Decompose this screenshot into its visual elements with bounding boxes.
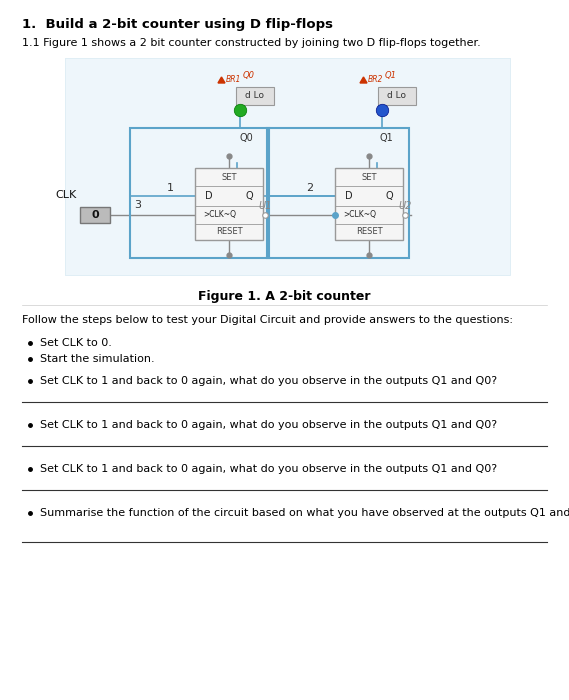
- Bar: [267, 128, 409, 258]
- Text: RESET: RESET: [216, 228, 242, 237]
- Bar: [130, 128, 269, 258]
- Text: Follow the steps below to test your Digital Circuit and provide answers to the q: Follow the steps below to test your Digi…: [22, 315, 513, 325]
- Bar: [378, 87, 416, 105]
- Text: Q0: Q0: [240, 133, 254, 143]
- Text: 3: 3: [134, 200, 142, 210]
- Text: Q0: Q0: [243, 71, 255, 80]
- Text: Q1: Q1: [385, 71, 397, 80]
- Text: Set CLK to 1 and back to 0 again, what do you observe in the outputs Q1 and Q0?: Set CLK to 1 and back to 0 again, what d…: [40, 464, 497, 474]
- Bar: [236, 87, 274, 105]
- Text: CLK: CLK: [56, 190, 77, 200]
- Text: Set CLK to 0.: Set CLK to 0.: [40, 338, 112, 348]
- Text: Set CLK to 1 and back to 0 again, what do you observe in the outputs Q1 and Q0?: Set CLK to 1 and back to 0 again, what d…: [40, 376, 497, 386]
- Bar: [195, 168, 263, 240]
- Text: Q: Q: [385, 191, 393, 201]
- Text: 1: 1: [167, 183, 174, 193]
- Bar: [80, 207, 110, 223]
- Text: D: D: [345, 191, 353, 201]
- Text: Summarise the function of the circuit based on what you have observed at the out: Summarise the function of the circuit ba…: [40, 508, 569, 518]
- Text: Start the simulation.: Start the simulation.: [40, 354, 155, 364]
- Text: 0: 0: [91, 210, 99, 220]
- Polygon shape: [218, 77, 225, 83]
- Text: D: D: [205, 191, 213, 201]
- Text: SET: SET: [221, 172, 237, 181]
- Text: Figure 1. A 2-bit counter: Figure 1. A 2-bit counter: [198, 290, 370, 303]
- Text: Set CLK to 1 and back to 0 again, what do you observe in the outputs Q1 and Q0?: Set CLK to 1 and back to 0 again, what d…: [40, 420, 497, 430]
- Text: U2: U2: [398, 201, 411, 211]
- Text: d Lo: d Lo: [245, 92, 265, 101]
- Text: BR2: BR2: [368, 75, 384, 84]
- Text: d Lo: d Lo: [387, 92, 406, 101]
- Text: 1.1 Figure 1 shows a 2 bit counter constructed by joining two D flip-flops toget: 1.1 Figure 1 shows a 2 bit counter const…: [22, 38, 481, 48]
- Text: 2: 2: [307, 183, 314, 193]
- Text: SET: SET: [361, 172, 377, 181]
- Text: U1: U1: [258, 201, 271, 211]
- Text: RESET: RESET: [356, 228, 382, 237]
- Text: >CLK~Q: >CLK~Q: [203, 211, 236, 220]
- Text: BR1: BR1: [226, 75, 241, 84]
- Polygon shape: [360, 77, 367, 83]
- Bar: [65, 58, 510, 275]
- Text: Q: Q: [245, 191, 253, 201]
- Text: 1.  Build a 2-bit counter using D flip-flops: 1. Build a 2-bit counter using D flip-fl…: [22, 18, 333, 31]
- Text: >CLK~Q: >CLK~Q: [343, 211, 376, 220]
- Bar: [335, 168, 403, 240]
- Text: Q1: Q1: [380, 133, 394, 143]
